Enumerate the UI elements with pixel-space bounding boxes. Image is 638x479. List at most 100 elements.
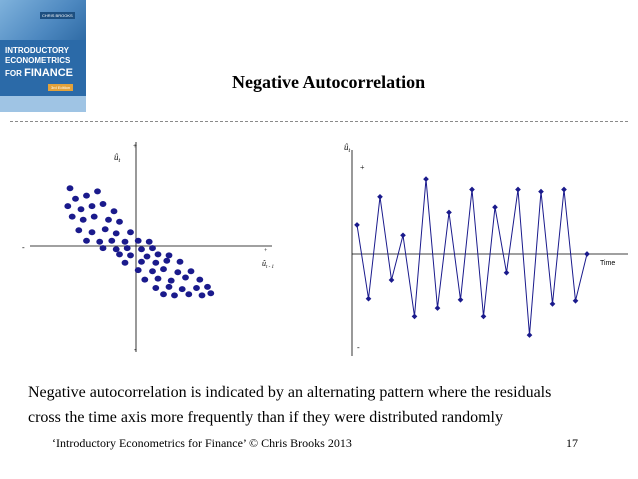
line-point-13 <box>492 204 498 211</box>
scatter-point-44 <box>174 269 182 276</box>
scatter-point-5 <box>64 203 72 210</box>
scatter-point-51 <box>152 285 160 291</box>
scatter-point-40 <box>176 258 184 265</box>
scatter-point-16 <box>88 229 96 236</box>
scatter-point-48 <box>167 277 175 284</box>
scatter-point-21 <box>96 238 104 245</box>
line-point-19 <box>561 186 567 193</box>
description: Negative autocorrelation is indicated by… <box>28 380 628 430</box>
scatter-point-41 <box>134 267 142 274</box>
scatter-point-19 <box>127 229 134 236</box>
line-point-8 <box>434 305 441 311</box>
cover-author: CHRIS BROOKS <box>40 12 75 19</box>
scatter-point-35 <box>165 252 173 259</box>
scatter-point-18 <box>112 230 120 237</box>
line-point-18 <box>549 301 556 307</box>
scatter-point-4 <box>94 188 101 195</box>
cover-title-line-2: ECONOMETRICS <box>5 56 71 65</box>
scatter-point-9 <box>110 208 118 215</box>
scatter-points <box>64 185 215 299</box>
scatter-point-2 <box>72 195 79 202</box>
scatter-y-axis-label: ût <box>114 152 121 164</box>
scatter-point-45 <box>187 268 195 275</box>
scatter-point-11 <box>79 216 87 223</box>
scatter-y-top-sign: + <box>133 142 137 150</box>
line-point-2 <box>365 295 372 302</box>
scatter-point-52 <box>165 283 173 290</box>
scatter-point-33 <box>143 253 151 260</box>
scatter-point-47 <box>154 275 162 282</box>
line-point-10 <box>457 296 464 303</box>
line-point-17 <box>538 188 544 195</box>
scatter-point-37 <box>138 258 145 265</box>
scatter-point-24 <box>134 237 142 244</box>
scatter-point-30 <box>149 245 156 252</box>
book-cover-image: CHRIS BROOKS INTRODUCTORY ECONOMETRICS F… <box>0 0 86 112</box>
scatter-point-12 <box>90 213 98 220</box>
line-point-7 <box>423 176 429 182</box>
cover-for: FOR <box>5 69 25 78</box>
scatter-point-50 <box>196 276 204 283</box>
scatter-point-32 <box>127 252 134 259</box>
scatter-point-53 <box>178 286 186 293</box>
scatter-point-39 <box>163 257 171 264</box>
scatter-point-27 <box>112 246 120 253</box>
line-x-axis-label: Time <box>600 260 615 267</box>
scatter-point-28 <box>123 245 131 252</box>
time-series-chart: ût + - Time <box>344 142 628 356</box>
cover-finance: FINANCE <box>24 67 73 79</box>
scatter-point-29 <box>138 246 145 253</box>
footer-citation: ‘Introductory Econometrics for Finance’ … <box>52 436 352 450</box>
line-point-4 <box>388 277 395 283</box>
line-point-9 <box>446 209 452 216</box>
scatter-point-3 <box>83 192 90 199</box>
line-point-3 <box>377 193 383 200</box>
scatter-y-bottom-sign: - <box>134 345 137 354</box>
scatter-chart: ût + - - + ût - 1 <box>22 142 274 354</box>
scatter-point-58 <box>198 292 206 299</box>
scatter-point-34 <box>154 251 162 258</box>
scatter-point-23 <box>121 238 129 245</box>
scatter-point-7 <box>88 203 96 210</box>
line-point-1 <box>354 222 360 228</box>
line-point-16 <box>526 332 533 338</box>
line-point-14 <box>503 269 510 276</box>
scatter-point-13 <box>105 216 112 223</box>
line-point-21 <box>584 251 590 257</box>
line-y-axis-label: ût <box>344 142 351 154</box>
scatter-point-55 <box>204 283 211 290</box>
scatter-point-20 <box>83 237 90 244</box>
line-point-6 <box>411 313 418 320</box>
scatter-point-15 <box>75 227 83 234</box>
scatter-point-31 <box>116 251 123 258</box>
series-line <box>356 179 588 336</box>
scatter-point-10 <box>68 213 76 220</box>
cover-photo <box>0 0 86 40</box>
line-point-5 <box>400 232 406 239</box>
cover-title-line-1: INTRODUCTORY <box>5 46 69 55</box>
cover-bottom-strip <box>0 96 86 112</box>
scatter-point-36 <box>121 259 129 266</box>
scatter-point-59 <box>207 290 215 297</box>
scatter-point-60 <box>160 291 167 298</box>
slide-title: Negative Autocorrelation <box>232 72 426 92</box>
title-divider <box>10 121 628 123</box>
scatter-point-54 <box>193 285 200 291</box>
scatter-point-17 <box>101 226 109 233</box>
scatter-point-22 <box>108 237 116 244</box>
line-y-bottom-sign: - <box>357 343 360 352</box>
scatter-x-left-sign: - <box>22 243 25 252</box>
scatter-point-49 <box>182 274 189 281</box>
line-points <box>354 176 590 338</box>
scatter-point-8 <box>99 201 107 207</box>
scatter-point-56 <box>171 292 178 299</box>
scatter-point-42 <box>149 268 156 275</box>
description-line-2: cross the time axis more frequently than… <box>28 409 503 426</box>
cover-edition-badge: 3rd Edition <box>48 84 74 91</box>
page-number: 17 <box>566 436 578 450</box>
scatter-point-25 <box>145 238 153 245</box>
line-point-11 <box>469 186 475 193</box>
scatter-point-57 <box>185 291 193 298</box>
cover-title-line-3: FOR FINANCE <box>5 67 73 79</box>
